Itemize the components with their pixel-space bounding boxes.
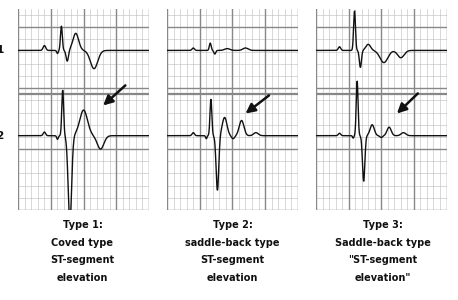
Text: V1: V1 (0, 45, 5, 56)
Text: Coved type: Coved type (51, 238, 114, 248)
Text: ST-segment: ST-segment (201, 255, 265, 265)
Text: Type 1:: Type 1: (62, 220, 103, 230)
Text: V2: V2 (0, 131, 5, 141)
Text: Saddle-back type: Saddle-back type (335, 238, 431, 248)
Text: saddle-back type: saddle-back type (185, 238, 280, 248)
Text: Type 3:: Type 3: (363, 220, 403, 230)
Text: elevation": elevation" (354, 273, 411, 283)
Text: elevation: elevation (57, 273, 108, 283)
Text: ST-segment: ST-segment (50, 255, 114, 265)
Text: elevation: elevation (207, 273, 258, 283)
Text: "ST-segment: "ST-segment (349, 255, 417, 265)
Text: Type 2:: Type 2: (213, 220, 253, 230)
